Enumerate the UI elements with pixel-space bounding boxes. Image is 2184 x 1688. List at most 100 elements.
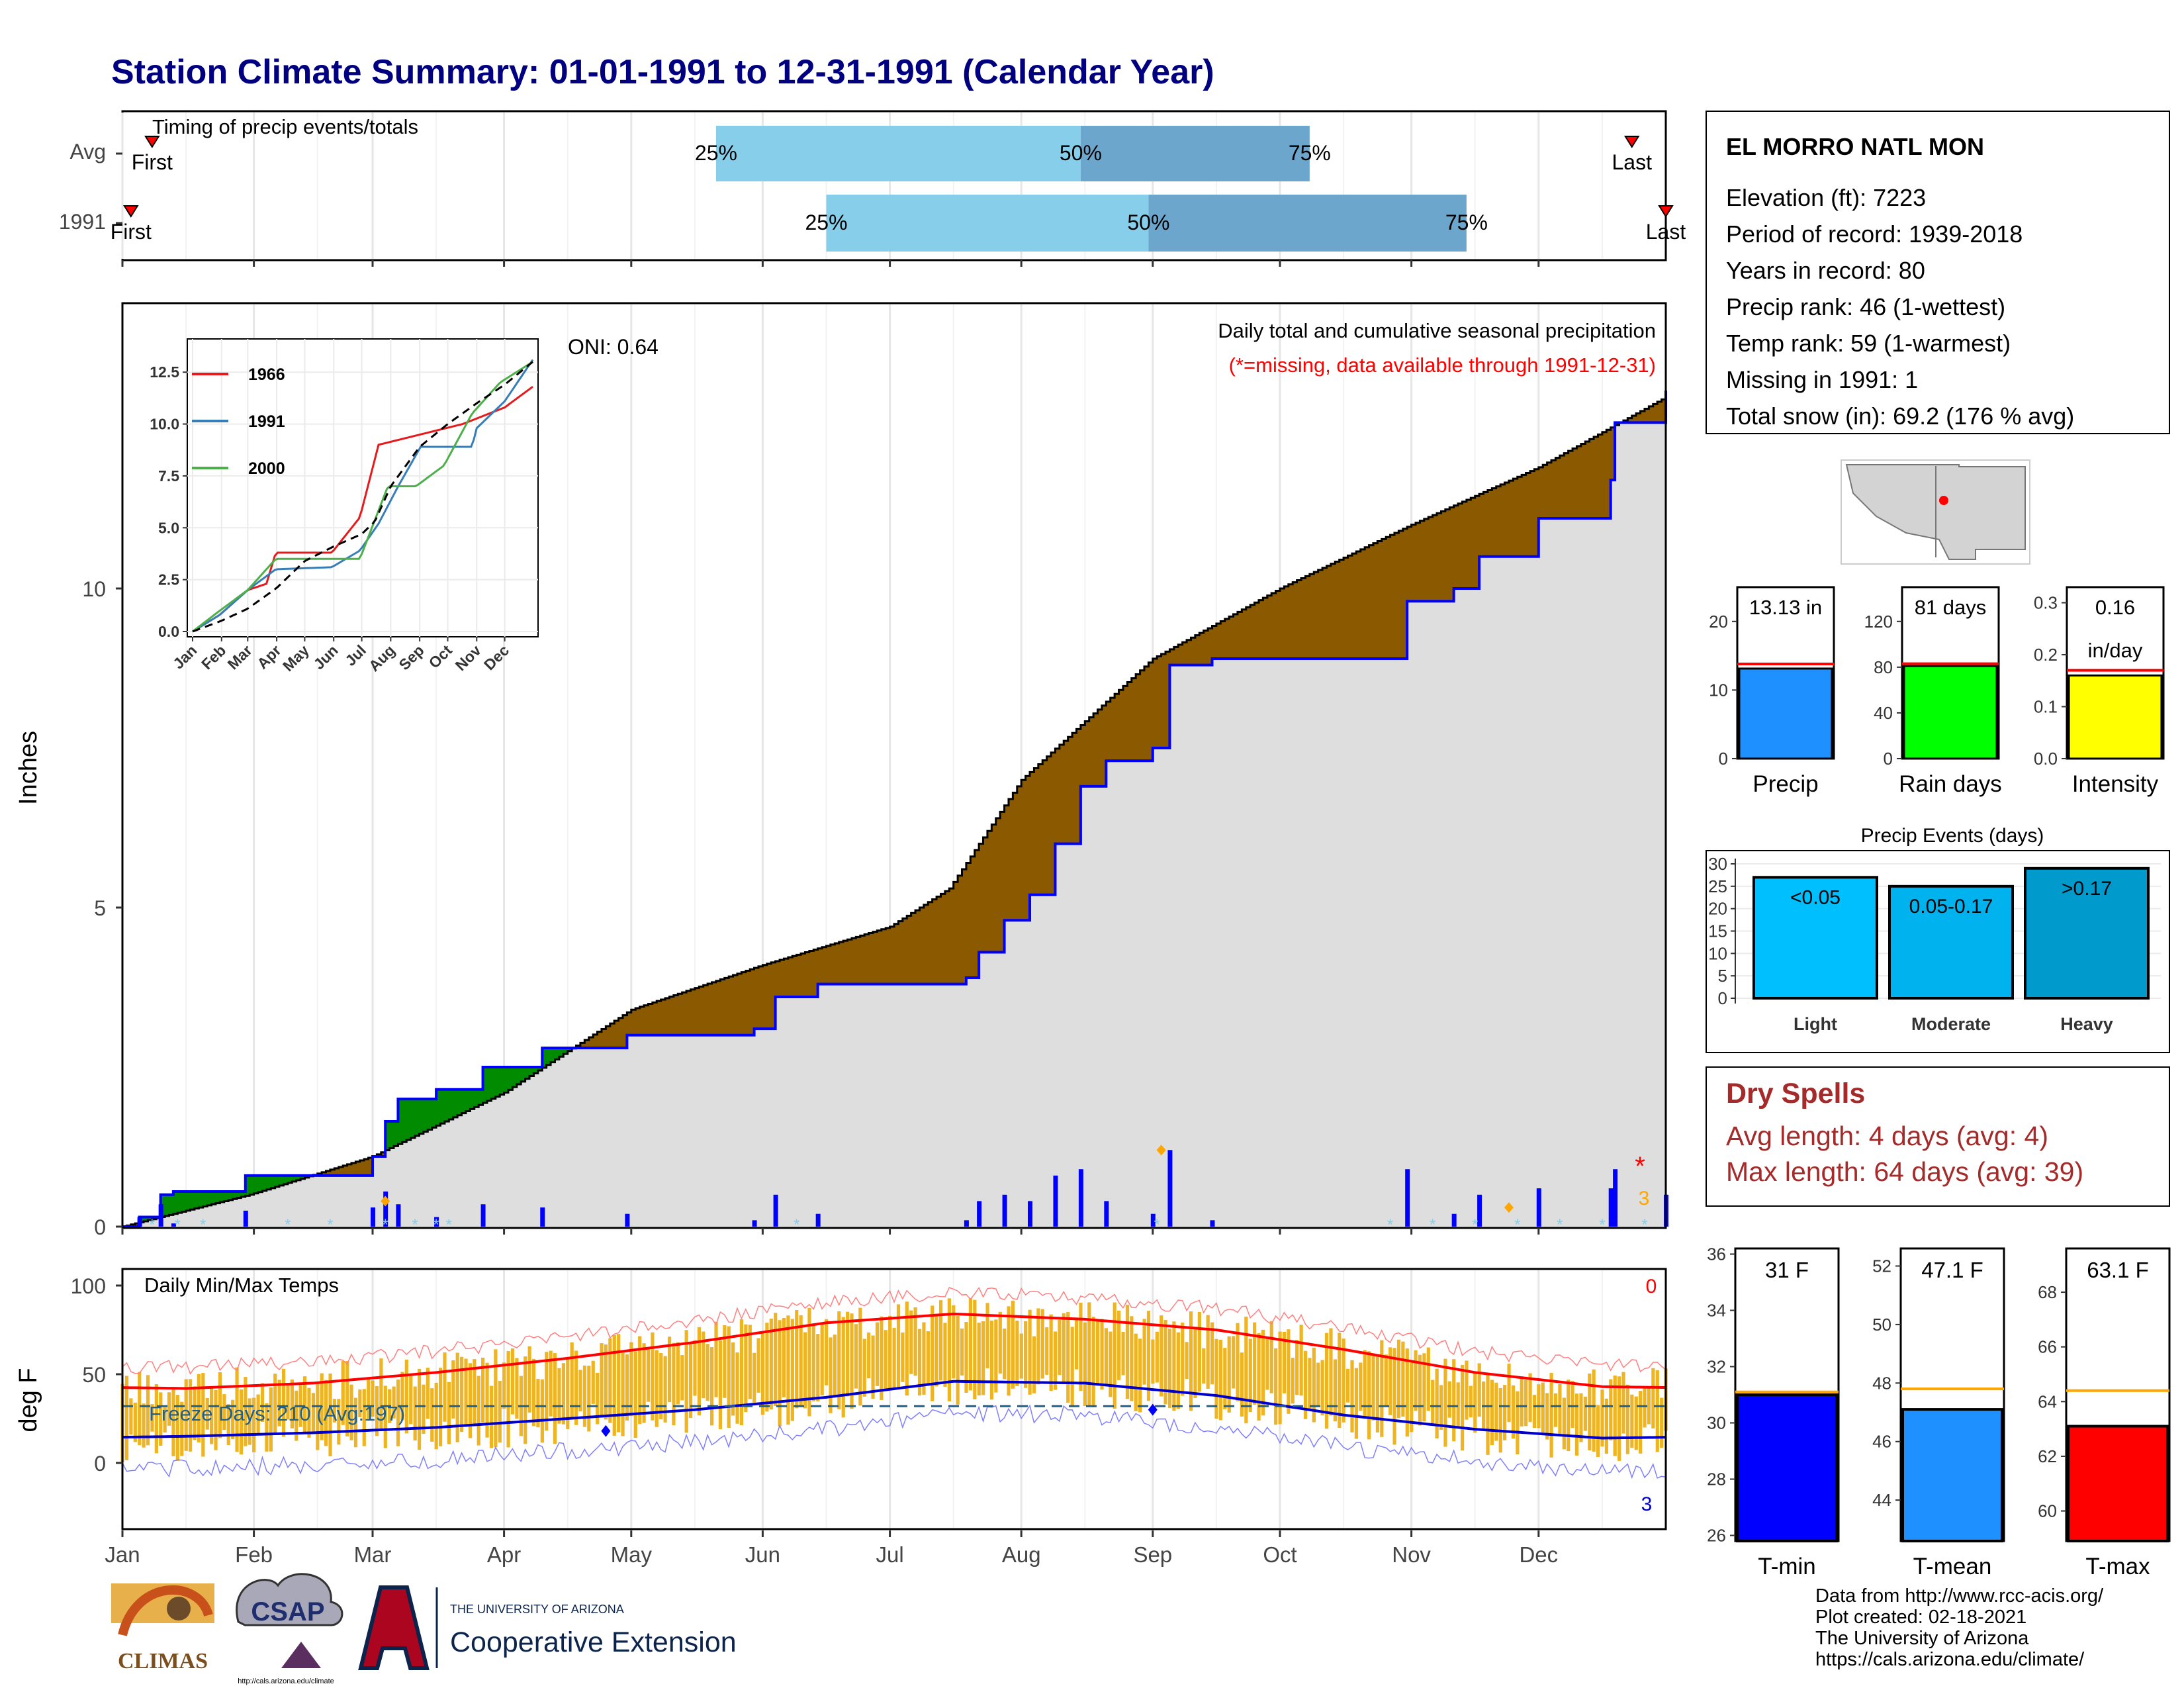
cumulative-fill [707,1035,713,1227]
daily-temp-bar [1091,1317,1095,1408]
below-average-fill [1517,477,1522,557]
cumulative-fill [533,1073,539,1227]
daily-temp-bar [184,1379,188,1451]
daily-temp-bar [1460,1364,1465,1451]
below-average-fill [1195,635,1200,665]
below-average-fill [606,1026,611,1049]
month-tick-label: Aug [1002,1542,1041,1567]
daily-temp-bar [769,1319,773,1410]
cumulative-fill [1220,659,1226,1227]
cumulative-fill [343,1175,348,1227]
cumulative-fill [322,1175,327,1227]
cumulative-fill [720,1035,725,1227]
dry-spells-avg: Avg length: 4 days (avg: 4) [1726,1121,2048,1151]
cumulative-fill [860,984,865,1227]
below-average-fill [830,944,835,984]
station-line: Years in record: 80 [1726,257,1925,284]
cumulative-fill [1453,588,1459,1227]
cumulative-fill [758,1029,763,1227]
daily-temp-bar [561,1363,565,1425]
inset-y-tick-label: 2.5 [158,571,179,588]
daily-temp-bar [337,1399,341,1445]
events-y-tick-label: 30 [1708,854,1727,874]
cumulative-fill [678,1035,683,1227]
daily-precip-bar [383,1191,388,1227]
snow-marker: * [383,1216,388,1234]
below-average-fill [860,935,865,984]
temps-panel-frame [121,1268,1667,1530]
cumulative-fill [521,1081,526,1227]
below-average-fill [1203,630,1208,665]
below-average-fill [627,1012,632,1035]
cumulative-fill [1025,920,1030,1227]
cumulative-fill [1187,665,1192,1227]
below-average-fill [678,994,683,1035]
above-average-fill [402,1099,407,1143]
daily-temp-bar [1574,1393,1579,1456]
daily-temp-bar [316,1383,320,1450]
daily-temp-bar [909,1310,913,1374]
cumulative-fill [962,984,967,1227]
cumulative-fill [516,1084,522,1227]
below-average-fill [1229,616,1234,659]
daily-temp-bar [913,1307,917,1376]
below-average-fill [1416,522,1421,602]
daily-temp-bar [489,1385,494,1448]
daily-precip-bars: * * * * * * * * * * * * * * * * * * [137,1145,1668,1234]
timing-percent-label: 50% [1060,141,1102,165]
cumulative-fill [682,1035,687,1227]
cumulative-fill [801,996,806,1227]
mini-bar [2068,674,2163,760]
temp-bar-tick-label: 26 [1707,1526,1726,1546]
daily-temp-bar [1138,1338,1142,1413]
daily-precip-bar [1536,1188,1541,1227]
daily-temp-bar [1443,1358,1447,1447]
temp-bar-tick-label: 30 [1707,1413,1726,1433]
cumulative-fill [970,978,976,1227]
below-average-fill [381,1152,386,1156]
cumulative-fill [1513,556,1518,1227]
cumulative-fill [215,1203,220,1227]
daily-temp-bar [1511,1385,1516,1439]
cumulative-fill [1064,843,1069,1227]
below-average-fill [1305,576,1310,659]
below-average-fill [330,1169,335,1176]
daily-temp-bar [778,1320,782,1427]
daily-temp-bar [510,1348,515,1415]
below-average-fill [733,974,738,1035]
daily-temp-bar [1520,1376,1524,1427]
cumulative-fill [1072,843,1077,1227]
snow-marker: * [1514,1216,1520,1234]
cumulative-fill [593,1048,598,1227]
daily-temp-bar [901,1333,905,1382]
cumulative-fill [940,984,946,1227]
timing-bar-25-50 [715,126,1081,181]
daily-precip-bar [1405,1169,1410,1227]
daily-temp-bar [663,1356,667,1423]
station-line: Missing in 1991: 1 [1726,366,1918,393]
below-average-fill [1356,551,1361,659]
cumulative-fill [1500,556,1506,1227]
daily-temp-bar [167,1392,171,1426]
daily-temp-bar [646,1347,651,1402]
timing-row-avg-label: Avg [69,140,106,164]
daily-temp-bar [1181,1323,1185,1396]
station-line: Total snow (in): 69.2 (176 % avg) [1726,402,2074,430]
timing-percent-label: 25% [805,211,847,234]
daily-temp-bar [875,1322,880,1386]
daily-temp-bar [587,1366,591,1432]
below-average-fill [822,947,827,984]
cumulative-fill [1661,422,1666,1227]
cumulative-fill [394,1146,399,1227]
below-average-fill [1030,772,1035,895]
cumulative-fill [1148,761,1154,1227]
daily-temp-bar [154,1384,158,1454]
below-average-fill [1428,517,1433,602]
cumulative-fill [847,984,852,1227]
below-average-fill [1602,432,1607,518]
above-average-fill [444,1089,449,1122]
temp-bar-charts: 31 F 26 28 30 32 34 36 T-min 47.1 F 44 46 48 50 52 T-m… [1707,1244,2171,1579]
daily-temp-bar [1426,1347,1430,1411]
above-average-fill [465,1089,471,1111]
daily-temp-bar [1503,1385,1507,1440]
